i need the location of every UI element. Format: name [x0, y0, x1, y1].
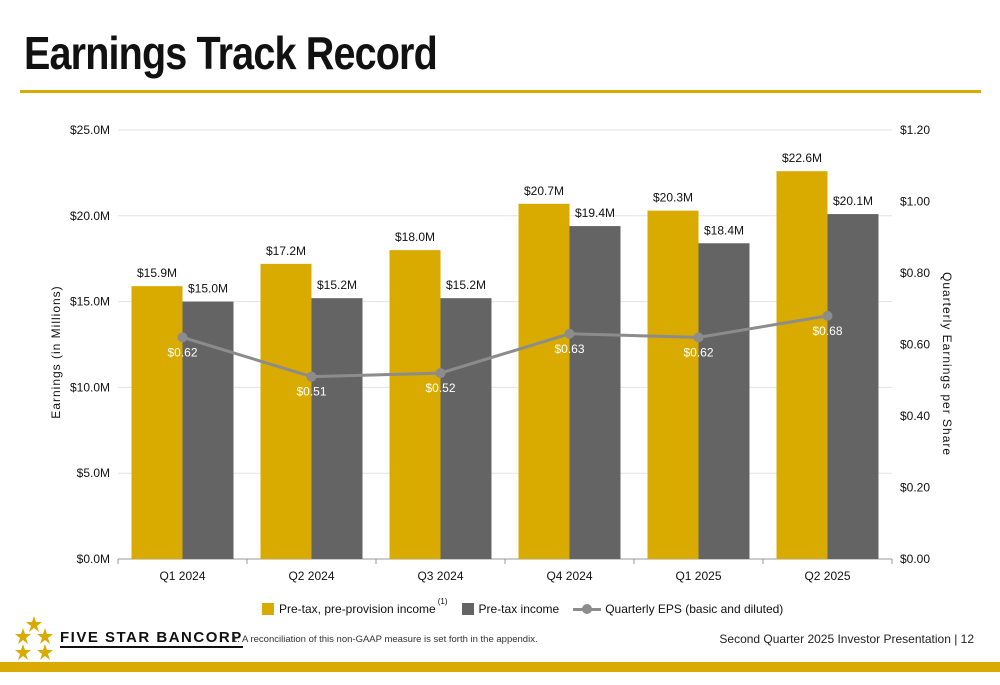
data-label-pre-provision: $20.7M [524, 184, 564, 198]
eps-point [693, 332, 704, 343]
y-axis-left-label: Earnings (in Millions) [49, 285, 63, 419]
eps-data-label: $0.51 [296, 385, 326, 399]
y2-tick-label: $0.00 [900, 552, 930, 566]
data-label-pre-tax: $19.4M [575, 206, 615, 220]
eps-data-label: $0.68 [812, 324, 842, 338]
legend-label-pre-tax: Pre-tax income [478, 602, 560, 616]
x-tick-label: Q1 2024 [159, 569, 205, 583]
bar-pre-provision [131, 286, 183, 559]
data-label-pre-tax: $20.1M [833, 194, 873, 208]
x-tick-label: Q2 2024 [288, 569, 334, 583]
bar-pre-tax [311, 298, 363, 559]
y-tick-label: $25.0M [70, 123, 110, 137]
y-tick-label: $10.0M [70, 380, 110, 394]
legend-swatch-pre-provision [262, 603, 274, 615]
eps-data-label: $0.63 [554, 342, 584, 356]
eps-point [822, 310, 833, 321]
data-label-pre-provision: $17.2M [266, 244, 306, 258]
x-tick-label: Q4 2024 [546, 569, 592, 583]
eps-point [306, 371, 317, 382]
y2-tick-label: $1.00 [900, 195, 930, 209]
data-label-pre-provision: $20.3M [653, 191, 693, 205]
legend-swatch-eps [573, 603, 602, 615]
company-logo: FIVE STAR BANCORP [14, 614, 243, 662]
y2-tick-label: $0.60 [900, 338, 930, 352]
legend-label-eps: Quarterly EPS (basic and diluted) [605, 602, 784, 616]
y-tick-label: $15.0M [70, 295, 110, 309]
legend-item-eps: Quarterly EPS (basic and diluted) [573, 602, 783, 616]
bar-pre-tax [569, 226, 621, 559]
eps-line [182, 314, 828, 379]
stars-logo-icon [15, 616, 53, 660]
bar-pre-provision [647, 210, 699, 560]
eps-point [177, 332, 188, 343]
legend-swatch-pre-tax [461, 603, 474, 615]
y2-tick-label: $0.40 [900, 409, 930, 423]
y-tick-label: $0.0M [77, 552, 110, 566]
eps-point [435, 368, 446, 379]
y2-tick-label: $0.20 [900, 481, 930, 495]
earnings-chart: $0.0M $5.0M $10.0M $15.0M $20.0M $25.0M $0.00 $… [70, 123, 930, 583]
footnote: 1. A reconciliation of this non-GAAP mea… [232, 634, 538, 645]
title-divider [20, 90, 981, 93]
data-label-pre-provision: $18.0M [395, 230, 435, 244]
data-label-pre-tax: $18.4M [704, 223, 744, 237]
eps-point [564, 328, 575, 339]
eps-data-label: $0.62 [683, 345, 713, 359]
bar-pre-tax [440, 298, 492, 559]
bar-pre-provision [776, 171, 828, 559]
eps-data-label: $0.52 [425, 381, 455, 395]
logo-wordmark: FIVE STAR BANCORP [60, 628, 243, 648]
page-title: Earnings Track Record [24, 27, 438, 79]
data-label-pre-tax: $15.2M [446, 278, 486, 292]
data-label-pre-provision: $22.6M [782, 151, 822, 165]
footer-accent-bar [0, 662, 1000, 672]
footer-presentation-label: Second Quarter 2025 Investor Presentatio… [719, 632, 974, 646]
data-label-pre-tax: $15.0M [188, 282, 228, 296]
legend-item-pre-tax: Pre-tax income [461, 602, 560, 616]
bar-pre-provision [260, 263, 312, 559]
y-tick-label: $5.0M [77, 466, 110, 480]
y-axis-right-label: Quarterly Earnings per Share [940, 272, 954, 457]
footnote-marker: (1) [437, 596, 448, 606]
eps-data-label: $0.62 [167, 345, 197, 359]
chart-legend: Pre-tax, pre-provision income (1) Pre-ta… [262, 597, 797, 616]
y2-tick-label: $1.20 [900, 123, 930, 137]
legend-item-pre-provision: Pre-tax, pre-provision income (1) [262, 597, 448, 616]
y2-tick-label: $0.80 [900, 266, 930, 280]
bar-pre-provision [518, 203, 570, 559]
bar-pre-tax [827, 214, 879, 560]
data-label-pre-provision: $15.9M [137, 266, 177, 280]
bar-pre-provision [389, 250, 441, 559]
x-tick-label: Q1 2025 [675, 569, 721, 583]
data-label-pre-tax: $15.2M [317, 278, 357, 292]
y-tick-label: $20.0M [70, 209, 110, 223]
x-tick-label: Q2 2025 [804, 569, 850, 583]
x-tick-label: Q3 2024 [417, 569, 463, 583]
bar-pre-tax [698, 243, 750, 560]
legend-label-pre-provision: Pre-tax, pre-provision income [279, 602, 436, 616]
